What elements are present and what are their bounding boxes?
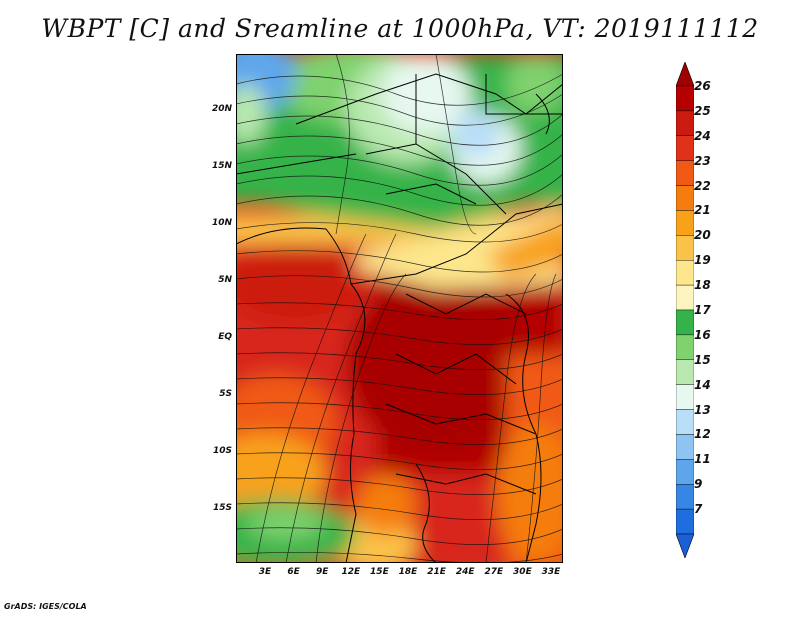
colorbar-segment: [676, 434, 694, 460]
lon-tick-label: 3E: [258, 567, 272, 577]
colorbar-level-label: 25: [694, 103, 711, 118]
colorbar-level-label: 7: [694, 502, 703, 517]
colorbar-segment: [676, 484, 694, 510]
colorbar-segment: [676, 359, 694, 385]
colorbar-level-label: 17: [694, 303, 711, 317]
lon-tick-label: 12E: [341, 567, 361, 577]
lon-tick-label: 6E: [287, 567, 300, 577]
colorbar-bottom-arrow: [676, 533, 694, 558]
lon-tick-label: 21E: [427, 567, 446, 577]
colorbar-segment: [676, 508, 694, 535]
lat-tick-label: 20N: [211, 104, 232, 114]
colorbar-level-label: 13: [694, 402, 711, 417]
colorbar-level-label: 26: [694, 79, 711, 93]
colorbar-level-label: 24: [694, 128, 711, 143]
lat-tick-label: 5S: [219, 389, 232, 399]
colorbar-segment: [676, 185, 694, 211]
colorbar-level-label: 15: [694, 352, 711, 367]
streamlines: [236, 54, 563, 563]
colorbar-segment: [676, 210, 694, 236]
colorbar-level-label: 21: [694, 203, 711, 218]
footer-credit: GrADS: IGES/COLA: [4, 602, 87, 611]
colorbar: [676, 62, 694, 558]
colorbar-segment: [676, 160, 694, 186]
colorbar-level-label: 9: [694, 477, 703, 492]
colorbar-segment: [676, 260, 694, 286]
colorbar-segment: [676, 235, 694, 261]
colorbar-segment: [676, 284, 694, 311]
lat-tick-label: 10S: [212, 446, 232, 456]
colorbar-level-label: 22: [694, 178, 711, 193]
colorbar-segment: [676, 334, 694, 360]
map-panel: [236, 54, 563, 563]
lon-tick-label: 24E: [455, 567, 475, 577]
plot-title: WBPT [C] and Sreamline at 1000hPa, VT: 2…: [41, 14, 759, 43]
lat-tick-label: 15S: [212, 503, 232, 513]
map-frame: [236, 54, 563, 563]
colorbar-segment: [676, 309, 694, 336]
map-field: [236, 54, 563, 563]
colorbar-level-label: 20: [694, 228, 711, 243]
lat-tick-label: 5N: [218, 275, 232, 285]
lat-tick-label: EQ: [218, 332, 232, 342]
lon-tick-label: 18E: [398, 567, 418, 577]
colorbar-level-label: 23: [694, 153, 711, 168]
colorbar-level-label: 14: [694, 377, 711, 392]
lon-tick-label: 33E: [541, 567, 561, 577]
lon-tick-label: 30E: [513, 567, 532, 577]
colorbar-level-label: 11: [694, 452, 711, 467]
colorbar-segment: [676, 135, 694, 161]
colorbar-segment: [676, 110, 694, 136]
lat-tick-label: 10N: [211, 218, 232, 228]
colorbar-top-arrow: [676, 62, 694, 87]
colorbar-level-label: 18: [694, 278, 711, 293]
lon-tick-label: 15E: [370, 567, 389, 577]
colorbar-segment: [676, 85, 694, 112]
wbpt-shading: [236, 54, 563, 563]
colorbar-segment: [676, 459, 694, 485]
colorbar-level-label: 19: [694, 253, 711, 268]
colorbar-level-label: 12: [694, 427, 711, 442]
colorbar-level-label: 16: [694, 327, 711, 342]
lon-tick-label: 27E: [484, 567, 504, 577]
lat-tick-label: 15N: [211, 161, 232, 171]
lon-tick-label: 9E: [315, 567, 329, 577]
colorbar-segment: [676, 409, 694, 435]
colorbar-segment: [676, 384, 694, 410]
